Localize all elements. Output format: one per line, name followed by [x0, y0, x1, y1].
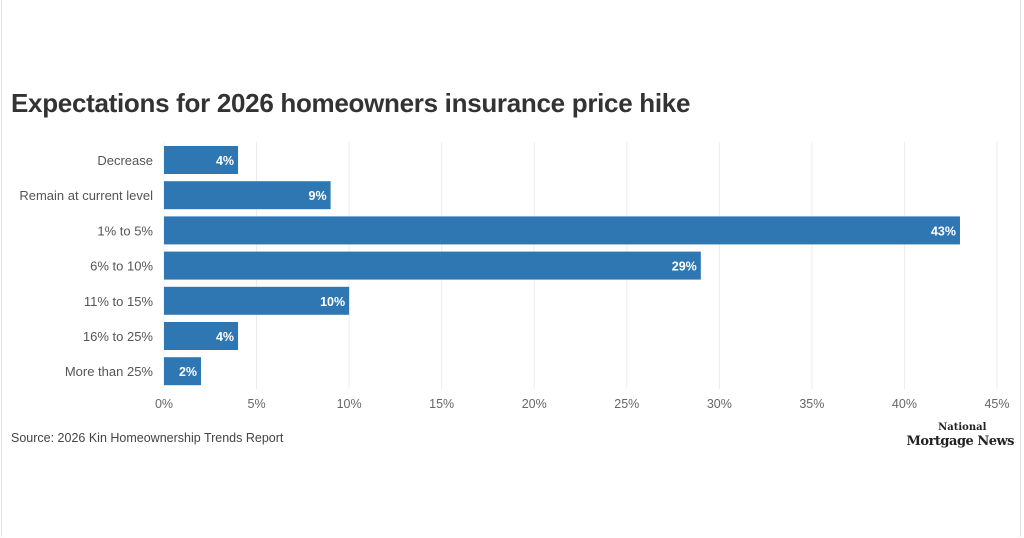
data-label: 43%	[931, 224, 956, 238]
data-label: 2%	[179, 365, 197, 379]
data-label: 9%	[309, 189, 327, 203]
x-tick-label: 40%	[892, 397, 917, 411]
x-tick-label: 35%	[799, 397, 824, 411]
bar	[164, 357, 202, 386]
category-label: Remain at current level	[19, 188, 153, 203]
data-label: 29%	[672, 260, 697, 274]
x-tick-label: 45%	[984, 397, 1009, 411]
bar	[164, 146, 239, 174]
bar	[164, 251, 701, 280]
data-label: 10%	[320, 295, 345, 309]
logo-line2: Mortgage News	[906, 434, 1015, 449]
x-tick-label: 25%	[614, 397, 639, 411]
logo-line1: National	[938, 422, 987, 433]
x-tick-label: 0%	[155, 397, 173, 411]
category-label: 6% to 10%	[90, 259, 153, 274]
data-label: 4%	[216, 330, 234, 344]
x-tick-label: 15%	[429, 397, 454, 411]
category-label: 11% to 15%	[84, 294, 154, 309]
x-tick-label: 10%	[337, 397, 362, 411]
bar	[164, 286, 350, 315]
national-mortgage-news-logo: National Mortgage News	[906, 422, 1015, 449]
category-label: 1% to 5%	[97, 223, 153, 238]
source-note: Source: 2026 Kin Homeownership Trends Re…	[11, 431, 284, 445]
x-tick-label: 5%	[248, 397, 266, 411]
category-label: 16% to 25%	[83, 329, 154, 344]
category-label: More than 25%	[65, 364, 154, 379]
bar	[164, 216, 960, 245]
data-label: 4%	[216, 154, 234, 168]
x-tick-label: 30%	[707, 397, 732, 411]
bar	[164, 181, 331, 210]
chart-title: Expectations for 2026 homeowners insuran…	[11, 88, 691, 118]
bar	[164, 322, 239, 350]
x-tick-label: 20%	[522, 397, 547, 411]
category-label: Decrease	[97, 153, 153, 168]
